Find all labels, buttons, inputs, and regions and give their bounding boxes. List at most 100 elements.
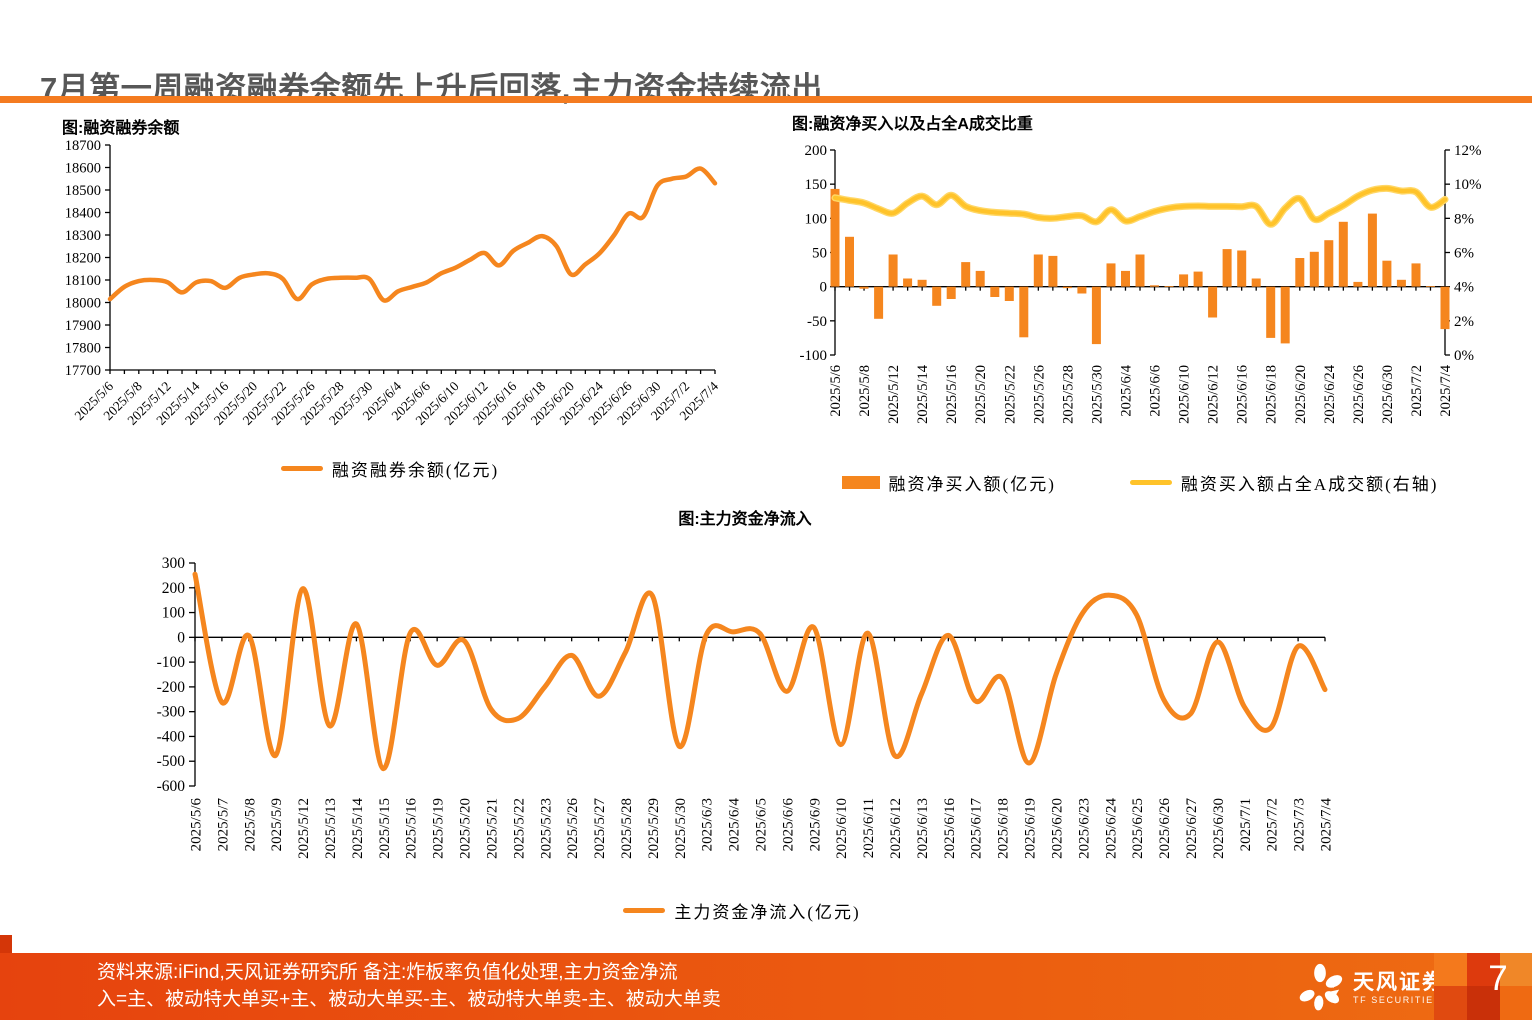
svg-text:2025/6/3: 2025/6/3 bbox=[700, 798, 716, 851]
svg-text:17800: 17800 bbox=[65, 341, 101, 357]
svg-text:2025/5/30: 2025/5/30 bbox=[673, 798, 689, 859]
svg-text:2025/6/6: 2025/6/6 bbox=[1148, 365, 1164, 417]
svg-text:2025/6/30: 2025/6/30 bbox=[1380, 365, 1396, 424]
svg-text:-200: -200 bbox=[157, 679, 186, 696]
footer-checker-pattern bbox=[1434, 953, 1532, 1020]
chart2-legend-label-bars: 融资净买入额(亿元) bbox=[888, 475, 1056, 494]
chart1-legend: 融资融券余额(亿元) bbox=[40, 456, 740, 481]
svg-text:2025/5/19: 2025/5/19 bbox=[431, 798, 447, 859]
svg-text:2025/6/10: 2025/6/10 bbox=[1177, 365, 1193, 424]
svg-text:0: 0 bbox=[820, 280, 828, 296]
svg-text:2025/5/16: 2025/5/16 bbox=[944, 365, 960, 424]
svg-text:2025/5/20: 2025/5/20 bbox=[458, 798, 474, 859]
svg-text:2025/6/26: 2025/6/26 bbox=[1351, 365, 1367, 424]
tf-logo-flower-icon bbox=[1299, 963, 1343, 1011]
svg-text:10%: 10% bbox=[1454, 177, 1482, 193]
svg-text:2025/5/23: 2025/5/23 bbox=[538, 798, 554, 859]
svg-text:2025/5/12: 2025/5/12 bbox=[886, 365, 902, 424]
checker-square bbox=[1500, 953, 1532, 986]
svg-text:100: 100 bbox=[162, 605, 186, 622]
chart2-series-line bbox=[831, 184, 1449, 228]
svg-text:4%: 4% bbox=[1454, 280, 1474, 296]
svg-text:18100: 18100 bbox=[65, 273, 101, 289]
chart3-legend-item: 主力资金净流入(亿元) bbox=[623, 898, 860, 923]
page-number: 7 bbox=[1488, 959, 1508, 998]
svg-text:0%: 0% bbox=[1454, 348, 1474, 364]
chart1-canvas: 18700 18600 18500 18400 18300 18200 18100 18000… bbox=[65, 138, 722, 428]
chart3-legend-label: 主力资金净流入(亿元) bbox=[674, 903, 861, 922]
svg-text:2025/7/3: 2025/7/3 bbox=[1292, 798, 1308, 851]
chart2-series-bars bbox=[830, 188, 1450, 345]
svg-text:17900: 17900 bbox=[65, 318, 101, 334]
source-note: 资料来源:iFind,天风证券研究所 备注:炸板率负值化处理,主力资金净流 入=… bbox=[97, 959, 721, 1013]
svg-text:0: 0 bbox=[177, 629, 185, 646]
svg-text:17700: 17700 bbox=[65, 363, 101, 379]
svg-text:2025/6/25: 2025/6/25 bbox=[1130, 798, 1146, 859]
chart2-title: 图:融资净买入以及占全A成交比重 bbox=[792, 116, 1033, 133]
svg-text:-100: -100 bbox=[800, 348, 828, 364]
brand-name-en: TF SECURITIES bbox=[1353, 994, 1442, 1005]
svg-text:18500: 18500 bbox=[65, 183, 101, 199]
svg-text:18400: 18400 bbox=[65, 206, 101, 222]
svg-text:2025/5/26: 2025/5/26 bbox=[565, 798, 581, 859]
svg-text:2025/6/18: 2025/6/18 bbox=[1264, 365, 1280, 424]
brand-name-cn: 天风证券 bbox=[1353, 970, 1445, 994]
svg-text:2025/5/26: 2025/5/26 bbox=[1031, 365, 1047, 424]
brand-text: 天风证券 TF SECURITIES bbox=[1353, 971, 1445, 1006]
checker-square bbox=[1467, 986, 1500, 1020]
svg-text:2025/7/4: 2025/7/4 bbox=[1438, 364, 1454, 416]
svg-text:2025/6/12: 2025/6/12 bbox=[1206, 365, 1222, 424]
source-note-line2: 入=主、被动特大单买+主、被动大单买-主、被动特大单卖-主、被动大单卖 bbox=[97, 989, 721, 1010]
svg-text:2025/7/4: 2025/7/4 bbox=[1319, 798, 1335, 852]
svg-text:2025/6/19: 2025/6/19 bbox=[1023, 798, 1039, 859]
chart2-canvas: 200150100500-50-10012%10%8%6%4%2%0%2025/… bbox=[800, 143, 1482, 424]
chart3-axes: 300 200 100 0 -100 -200 -300 -400 -500 -600 bbox=[157, 555, 1326, 795]
chart2-x-labels: 2025/5/6 2025/5/8 2025/5/12 2025/5/14 2025/5… bbox=[828, 364, 1454, 424]
source-note-line1: 资料来源:iFind,天风证券研究所 备注:炸板率负值化处理,主力资金净流 bbox=[97, 962, 678, 983]
chart2-legend-item-bars: 融资净买入额(亿元) bbox=[841, 470, 1056, 495]
chart1-axes: 18700 18600 18500 18400 18300 18200 18100 18000… bbox=[65, 138, 716, 379]
checker-square bbox=[1434, 986, 1467, 1020]
checker-square bbox=[1500, 986, 1532, 1020]
chart2-legend: 融资净买入额(亿元) 融资买入额占全A成交额(右轴) bbox=[758, 470, 1522, 495]
svg-text:200: 200 bbox=[805, 143, 828, 159]
svg-text:-600: -600 bbox=[157, 778, 186, 795]
svg-text:2025/5/28: 2025/5/28 bbox=[619, 798, 635, 859]
checker-square bbox=[1467, 953, 1500, 986]
svg-text:2025/6/5: 2025/6/5 bbox=[754, 798, 770, 851]
svg-text:2025/5/16: 2025/5/16 bbox=[404, 798, 420, 859]
svg-text:2025/6/12: 2025/6/12 bbox=[888, 798, 904, 859]
svg-text:2025/6/4: 2025/6/4 bbox=[727, 798, 743, 852]
svg-text:2025/6/16: 2025/6/16 bbox=[942, 798, 958, 859]
svg-text:200: 200 bbox=[162, 580, 186, 597]
svg-text:2025/5/21: 2025/5/21 bbox=[484, 798, 500, 859]
chart1-title: 图:融资融券余额 bbox=[62, 120, 180, 137]
svg-text:50: 50 bbox=[812, 246, 827, 262]
checker-square bbox=[1434, 953, 1467, 986]
yellow-line-swatch-icon bbox=[1129, 480, 1172, 485]
svg-text:2025/5/14: 2025/5/14 bbox=[350, 798, 366, 859]
svg-text:2025/6/17: 2025/6/17 bbox=[969, 798, 985, 859]
svg-text:8%: 8% bbox=[1454, 211, 1474, 227]
brand-logo: 天风证券 TF SECURITIES bbox=[1295, 962, 1445, 1014]
svg-text:2025/6/4: 2025/6/4 bbox=[1118, 364, 1134, 416]
svg-text:2025/6/26: 2025/6/26 bbox=[1157, 798, 1173, 859]
svg-text:2025/7/2: 2025/7/2 bbox=[1265, 798, 1281, 851]
svg-text:2025/5/6: 2025/5/6 bbox=[189, 798, 205, 852]
svg-text:2025/7/1: 2025/7/1 bbox=[1238, 798, 1254, 851]
footer-band bbox=[0, 953, 1532, 1020]
svg-text:2025/6/13: 2025/6/13 bbox=[915, 798, 931, 859]
svg-text:2025/6/20: 2025/6/20 bbox=[1293, 365, 1309, 424]
svg-text:2025/6/11: 2025/6/11 bbox=[861, 798, 877, 858]
svg-text:150: 150 bbox=[805, 177, 828, 193]
svg-text:2%: 2% bbox=[1454, 314, 1474, 330]
svg-text:2025/5/28: 2025/5/28 bbox=[1060, 365, 1076, 424]
svg-text:6%: 6% bbox=[1454, 246, 1474, 262]
svg-text:2025/6/20: 2025/6/20 bbox=[1049, 798, 1065, 859]
svg-text:2025/5/12: 2025/5/12 bbox=[296, 798, 312, 859]
svg-text:-400: -400 bbox=[157, 728, 186, 745]
title-divider bbox=[0, 96, 1532, 103]
svg-text:2025/5/8: 2025/5/8 bbox=[857, 365, 873, 417]
svg-text:2025/6/30: 2025/6/30 bbox=[1211, 798, 1227, 859]
svg-text:100: 100 bbox=[805, 211, 828, 227]
